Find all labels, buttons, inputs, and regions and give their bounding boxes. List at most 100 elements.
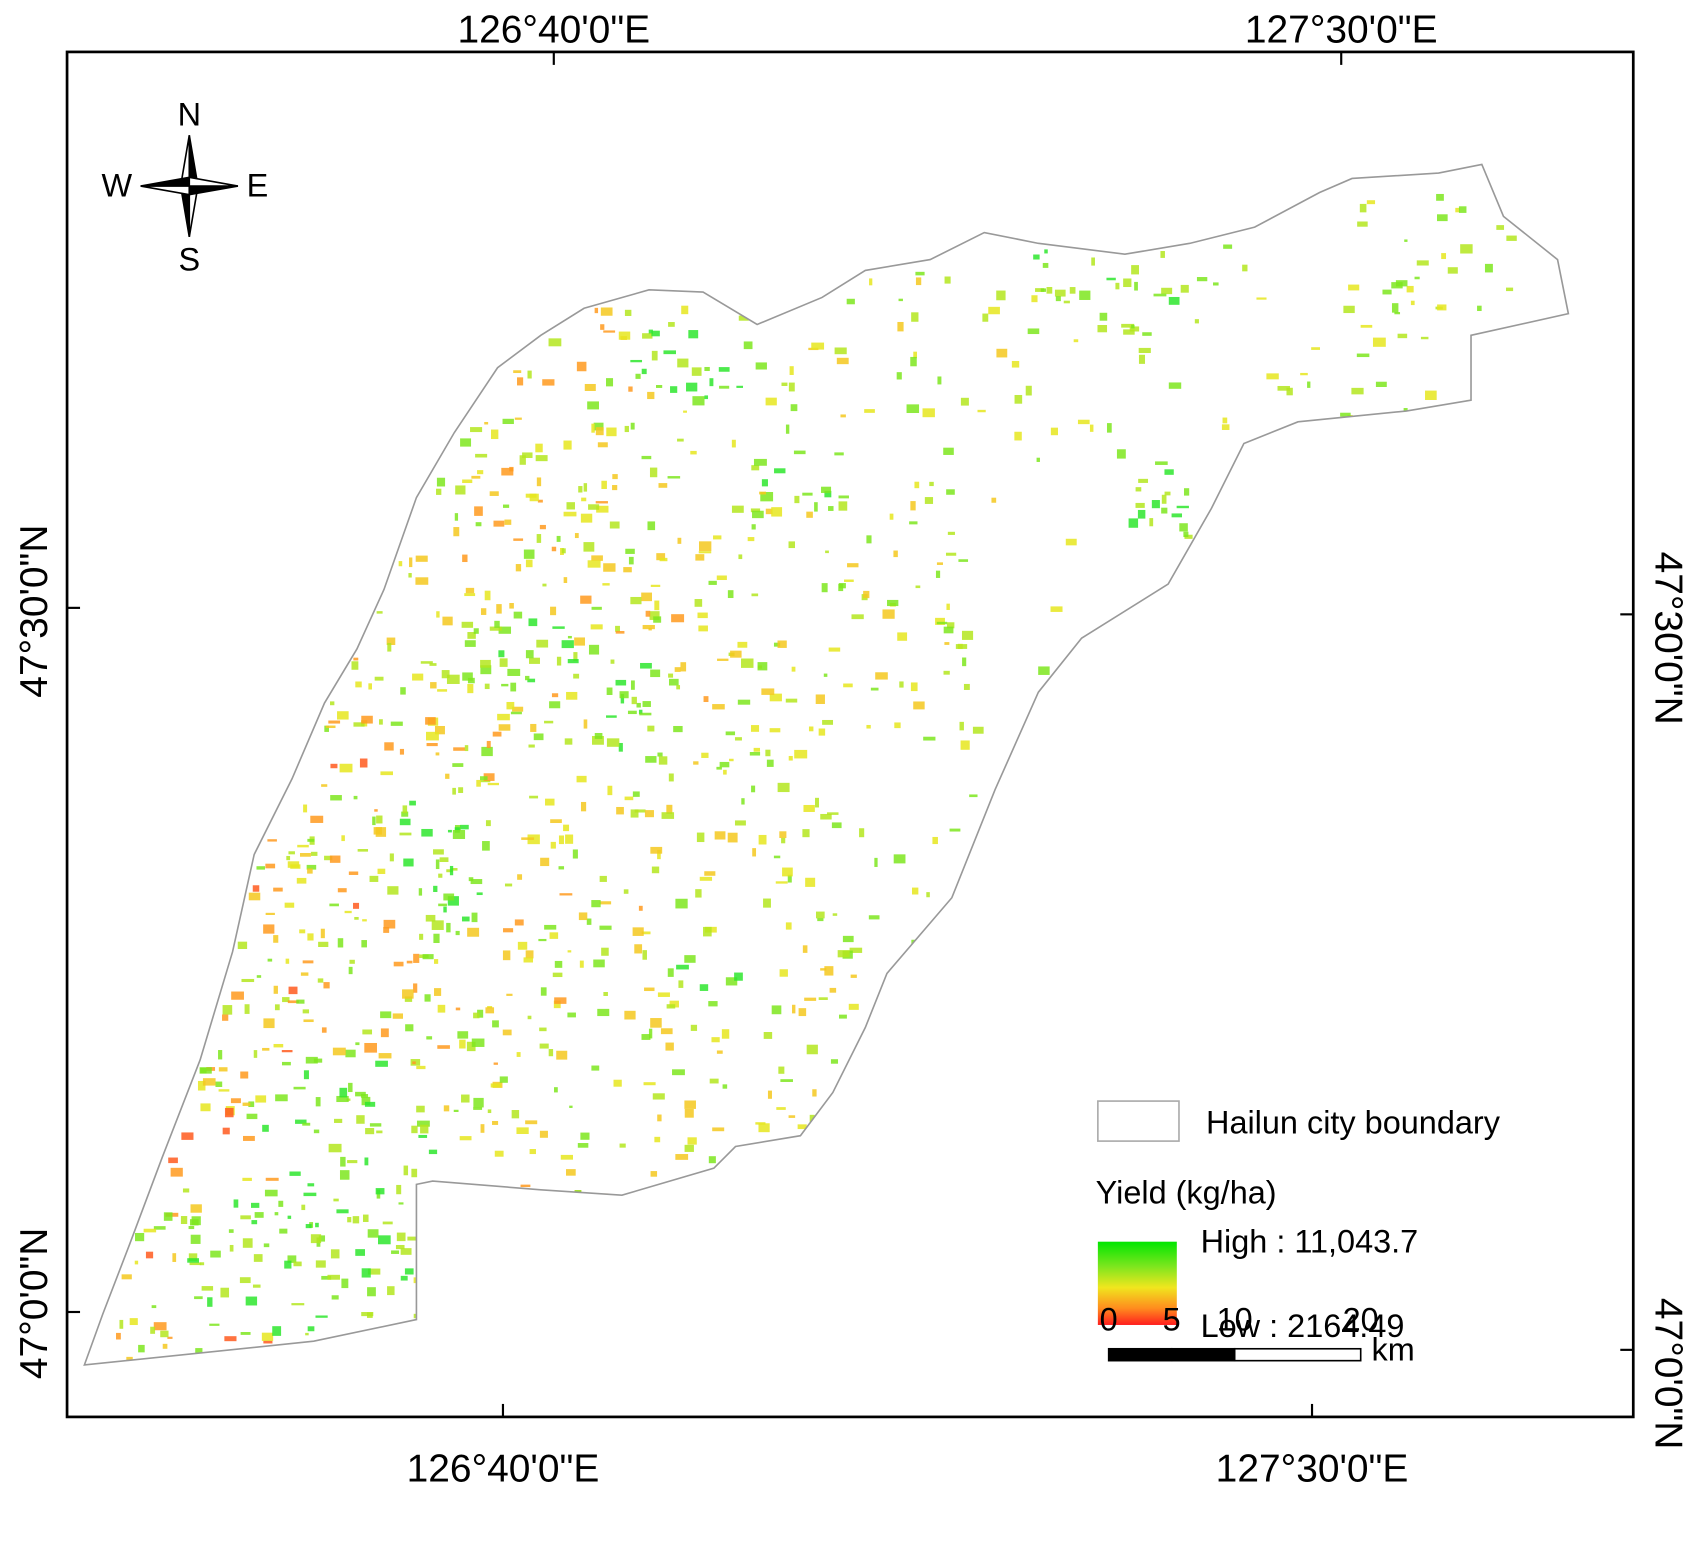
yield-patch: [632, 791, 640, 797]
yield-patch: [230, 1098, 241, 1104]
yield-patch: [607, 785, 613, 796]
yield-patch: [787, 874, 792, 883]
yield-patch: [513, 370, 522, 374]
yield-patch: [396, 1232, 406, 1242]
yield-patch: [453, 747, 466, 751]
yield-patch: [603, 563, 616, 572]
yield-patch: [1356, 353, 1370, 358]
yield-patch: [638, 905, 643, 911]
yield-patch: [480, 780, 491, 783]
yield-patch: [949, 828, 961, 832]
yield-patch: [556, 1050, 568, 1060]
yield-patch: [355, 1249, 365, 1256]
yield-patch: [717, 658, 729, 661]
yield-patch: [506, 701, 515, 710]
yield-patch: [642, 950, 647, 960]
yield-patch: [399, 748, 405, 755]
yield-patch: [567, 1012, 576, 1018]
yield-patch: [1496, 225, 1505, 230]
yield-patch: [170, 1167, 183, 1177]
yield-patch: [434, 725, 445, 735]
bottom-lon-label: 126°40'0"E: [407, 1447, 600, 1490]
yield-patch: [452, 830, 466, 839]
yield-patch: [599, 875, 607, 882]
yield-patch: [738, 554, 743, 560]
yield-patch: [641, 592, 652, 602]
yield-patch: [788, 541, 796, 549]
yield-patch: [218, 1089, 230, 1092]
yield-patch: [465, 587, 475, 594]
yield-patch: [612, 474, 618, 480]
yield-patch: [567, 635, 572, 639]
yield-patch: [263, 1018, 275, 1029]
yield-patch: [935, 617, 945, 625]
yield-patch: [415, 577, 429, 585]
yield-patch: [701, 752, 709, 758]
yield-patch: [1161, 494, 1167, 504]
yield-patch: [765, 508, 773, 515]
yield-patch: [1351, 387, 1364, 395]
yield-patch: [1176, 505, 1189, 509]
yield-patch: [430, 682, 437, 689]
yield-patch: [650, 846, 663, 854]
yield-patch: [619, 1143, 626, 1148]
bottom-lon-label: 127°30'0"E: [1216, 1447, 1409, 1490]
yield-patch: [480, 776, 488, 781]
yield-patch: [606, 687, 613, 695]
yield-patch: [737, 641, 748, 648]
yield-patch: [802, 945, 808, 953]
yield-patch: [929, 481, 934, 487]
yield-patch: [265, 912, 275, 915]
left-lat-label: 47°0'0"N: [13, 1228, 56, 1380]
yield-patch: [580, 513, 593, 523]
yield-patch: [574, 533, 579, 539]
yield-patch: [624, 796, 634, 801]
yield-patch: [299, 929, 306, 934]
yield-patch: [758, 1123, 770, 1133]
yield-patch: [256, 975, 262, 978]
yield-patch: [923, 736, 936, 741]
yield-patch: [603, 992, 608, 996]
yield-patch: [291, 1303, 305, 1306]
yield-patch: [369, 875, 379, 882]
yield-patch: [359, 758, 368, 768]
yield-patch: [330, 763, 338, 769]
yield-patch: [379, 719, 383, 725]
yield-patch: [797, 1124, 807, 1130]
yield-patch: [1054, 289, 1066, 297]
yield-patch: [731, 505, 744, 513]
yield-patch: [560, 1154, 574, 1160]
yield-patch: [563, 824, 570, 832]
yield-patch: [288, 986, 298, 995]
yield-patch: [347, 1160, 358, 1164]
yield-patch: [676, 685, 681, 690]
yield-patch: [677, 438, 684, 442]
yield-patch: [1194, 319, 1199, 324]
yield-patch: [815, 911, 825, 919]
left-lat-label: 47°30'0"N: [13, 525, 56, 698]
yield-patch: [776, 1107, 786, 1110]
yield-patch: [528, 744, 535, 748]
yield-patch: [898, 298, 903, 302]
yield-patch: [802, 492, 813, 496]
yield-patch: [703, 926, 712, 937]
yield-patch: [591, 423, 595, 433]
yield-patch: [1506, 235, 1517, 241]
yield-patch: [529, 1149, 536, 1155]
yield-patch: [517, 874, 523, 880]
yield-patch: [751, 465, 760, 471]
yield-patch: [959, 721, 964, 731]
yield-patch: [911, 887, 919, 895]
yield-patch: [747, 537, 755, 542]
yield-patch: [339, 763, 353, 773]
yield-patch: [433, 849, 444, 855]
yield-patch: [330, 701, 335, 706]
yield-patch: [470, 427, 483, 433]
legend-ramp: [1097, 1241, 1177, 1325]
yield-patch: [295, 1119, 307, 1124]
yield-patch: [328, 1143, 342, 1153]
yield-patch: [411, 1125, 418, 1134]
yield-patch: [347, 1217, 352, 1223]
yield-patch: [647, 521, 656, 531]
yield-patch: [1055, 296, 1061, 302]
